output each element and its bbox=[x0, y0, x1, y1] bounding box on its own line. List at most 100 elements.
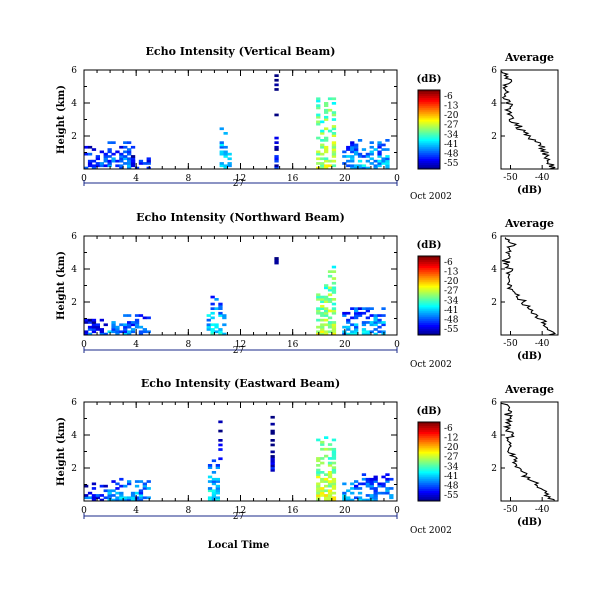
echo-cell bbox=[127, 480, 132, 483]
echo-cell bbox=[142, 316, 147, 320]
echo-cell bbox=[115, 491, 120, 495]
colorbar-tick-label: -34 bbox=[444, 462, 459, 472]
colorbar-tick-label: -48 bbox=[444, 315, 459, 325]
colorbar-segment bbox=[418, 325, 440, 328]
echo-cell bbox=[134, 496, 140, 500]
x-tick-label: 20 bbox=[339, 174, 351, 184]
echo-cell bbox=[84, 494, 89, 497]
echo-cell bbox=[134, 318, 140, 322]
echo-cell bbox=[324, 318, 329, 322]
average-y-tick-label: 6 bbox=[491, 398, 497, 408]
echo-cell bbox=[103, 332, 108, 336]
echo-cell bbox=[324, 307, 329, 310]
echo-cell bbox=[369, 480, 374, 483]
echo-cell bbox=[377, 330, 382, 334]
colorbar-segment bbox=[418, 153, 440, 156]
echo-cell bbox=[146, 480, 151, 483]
echo-cell bbox=[320, 318, 325, 322]
echo-cell bbox=[369, 330, 374, 334]
echo-cell bbox=[350, 323, 355, 327]
echo-cell bbox=[223, 155, 228, 158]
echo-cell bbox=[377, 155, 382, 158]
echo-cell bbox=[115, 328, 120, 331]
echo-cell bbox=[320, 164, 325, 168]
colorbar-segment bbox=[418, 315, 440, 318]
echo-cell bbox=[357, 314, 363, 317]
echo-cell bbox=[91, 164, 97, 168]
average-x-label: (dB) bbox=[517, 517, 542, 528]
echo-cell bbox=[107, 159, 112, 163]
echo-cell bbox=[373, 475, 378, 479]
colorbar-segment bbox=[418, 435, 440, 439]
colorbar-tick-label: -12 bbox=[444, 434, 459, 444]
echo-cell bbox=[324, 473, 329, 476]
echo-cell bbox=[369, 162, 374, 165]
echo-cell bbox=[361, 473, 367, 476]
average-x-label: (dB) bbox=[517, 351, 542, 362]
echo-cell bbox=[138, 489, 144, 493]
echo-cell bbox=[373, 323, 378, 327]
echo-cell bbox=[373, 159, 378, 163]
echo-cell bbox=[377, 318, 382, 322]
average-y-tick-label: 4 bbox=[491, 265, 497, 275]
echo-cell bbox=[218, 429, 223, 433]
echo-cell bbox=[327, 484, 333, 488]
echo-cell bbox=[87, 164, 93, 168]
echo-cell bbox=[134, 321, 140, 324]
echo-cell bbox=[207, 464, 213, 467]
echo-cell bbox=[274, 257, 279, 260]
echo-cell bbox=[320, 330, 325, 334]
echo-cell bbox=[316, 295, 321, 299]
colorbar-segment bbox=[418, 279, 440, 283]
colorbar-tick-label: -6 bbox=[444, 258, 453, 268]
echo-cell bbox=[354, 164, 359, 168]
echo-cell bbox=[274, 261, 279, 265]
echo-cell bbox=[87, 328, 93, 331]
colorbar-tick-label: -20 bbox=[444, 111, 459, 121]
echo-cell bbox=[270, 464, 275, 468]
echo-cell bbox=[331, 288, 337, 292]
echo-cell bbox=[350, 330, 355, 334]
x-tick-label: 12 bbox=[235, 506, 246, 516]
echo-cell bbox=[327, 108, 333, 112]
echo-cell bbox=[103, 489, 108, 493]
echo-cell bbox=[84, 321, 89, 324]
echo-cell bbox=[350, 166, 355, 170]
echo-cell bbox=[316, 489, 321, 493]
echo-cell bbox=[331, 111, 337, 114]
echo-cell bbox=[274, 136, 279, 140]
colorbar-segment bbox=[418, 163, 440, 166]
colorbar-segment bbox=[418, 115, 440, 119]
echo-cell bbox=[146, 330, 151, 334]
echo-cell bbox=[324, 159, 329, 163]
colorbar-unit: (dB) bbox=[417, 406, 442, 417]
colorbar-segment bbox=[418, 149, 440, 152]
echo-cell bbox=[331, 307, 337, 310]
echo-cell bbox=[119, 330, 124, 334]
echo-cell bbox=[324, 314, 329, 317]
x-tick-label: 0 bbox=[81, 506, 87, 516]
echo-cell bbox=[365, 307, 370, 310]
x-axis-label: Local Time bbox=[208, 540, 270, 551]
echo-cell bbox=[331, 132, 337, 135]
colorbar-segment bbox=[418, 485, 440, 488]
echo-cell bbox=[331, 159, 337, 163]
echo-cell bbox=[377, 145, 382, 149]
colorbar-tick-label: -13 bbox=[444, 102, 459, 112]
echo-cell bbox=[222, 332, 227, 336]
colorbar-segment bbox=[418, 481, 440, 484]
echo-cell bbox=[210, 332, 215, 336]
echo-cell bbox=[218, 457, 223, 461]
colorbar-segment bbox=[418, 139, 440, 142]
echo-cell bbox=[206, 314, 211, 317]
echo-cell bbox=[142, 330, 147, 334]
average-y-tick-label: 6 bbox=[491, 66, 497, 76]
echo-cell bbox=[331, 482, 337, 486]
echo-cell bbox=[316, 475, 321, 479]
echo-cell bbox=[111, 325, 116, 329]
echo-cell bbox=[346, 164, 351, 168]
echo-cell bbox=[222, 314, 227, 317]
colorbar-segment bbox=[418, 281, 440, 285]
echo-cell bbox=[87, 321, 93, 324]
echo-cell bbox=[327, 321, 333, 324]
